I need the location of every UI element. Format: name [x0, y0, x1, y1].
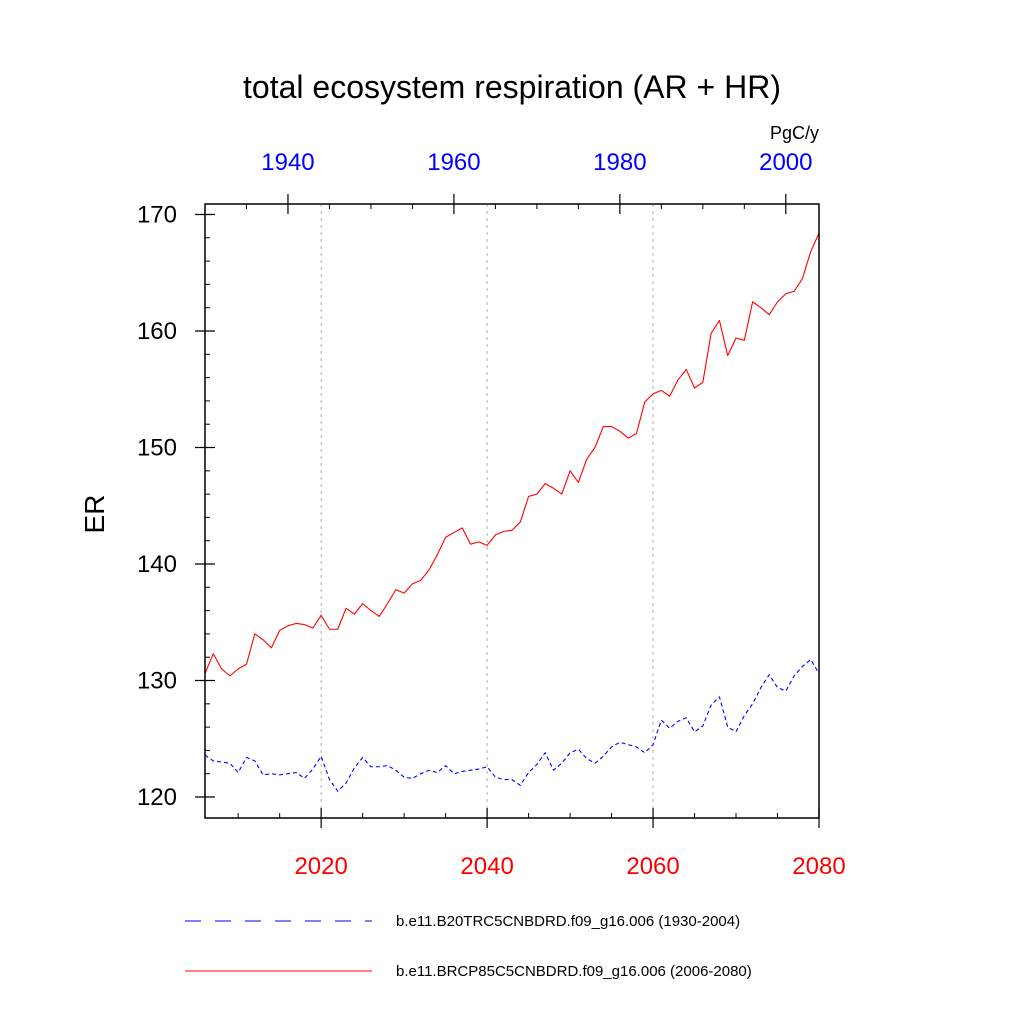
y-tick-label: 120 — [137, 784, 177, 811]
y-tick-label: 140 — [137, 551, 177, 578]
y-tick-label: 160 — [137, 318, 177, 345]
series-line — [204, 232, 820, 677]
series-line — [204, 658, 820, 792]
y-tick-label: 170 — [137, 201, 177, 228]
y-tick-label: 130 — [137, 668, 177, 695]
plot-frame — [204, 203, 820, 819]
y-axis-ticks: 120 130 140 150 160 170 — [137, 201, 215, 811]
bottom-tick-label: 2060 — [626, 853, 679, 880]
units-label: PgC/y — [770, 123, 819, 143]
top-tick-label: 2000 — [759, 149, 812, 176]
legend-label: b.e11.BRCP85C5CNBDRD.f09_g16.006 (2006-2… — [396, 963, 752, 980]
bottom-tick-label: 2040 — [460, 853, 513, 880]
y-axis-label: ER — [79, 495, 110, 534]
minor-ticks — [205, 204, 779, 818]
top-tick-label: 1960 — [427, 149, 480, 176]
top-tick-label: 1980 — [593, 149, 646, 176]
legend-label: b.e11.B20TRC5CNBDRD.f09_g16.006 (1930-20… — [396, 913, 740, 930]
bottom-tick-label: 2080 — [792, 853, 845, 880]
series-layer — [204, 232, 820, 792]
top-axis-ticks: 1940 1960 1980 2000 — [261, 149, 813, 214]
y-tick-label: 150 — [137, 435, 177, 462]
vertical-grid — [320, 204, 654, 818]
top-tick-label: 1940 — [261, 149, 314, 176]
bottom-axis-ticks: 2020 2040 2060 2080 — [294, 808, 846, 880]
bottom-tick-label: 2020 — [294, 853, 347, 880]
chart-title: total ecosystem respiration (AR + HR) — [243, 69, 781, 105]
legend: b.e11.B20TRC5CNBDRD.f09_g16.006 (1930-20… — [185, 913, 752, 980]
